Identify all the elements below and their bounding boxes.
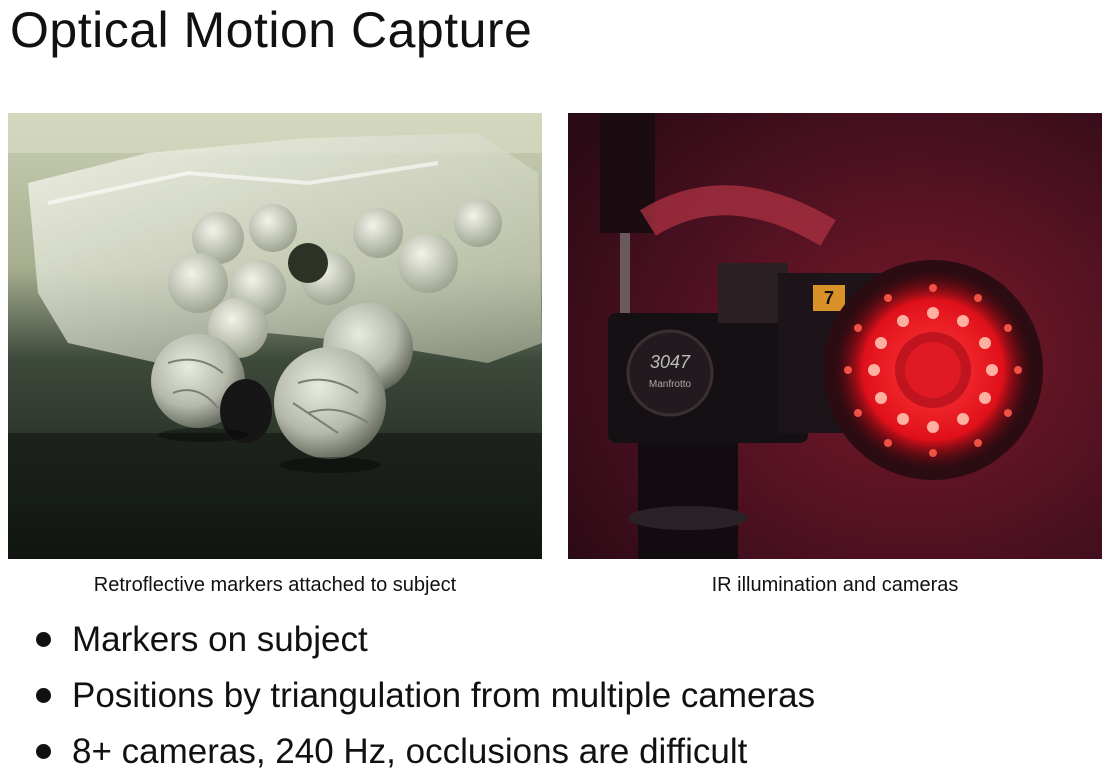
bullet-text: 8+ cameras, 240 Hz, occlusions are diffi…	[72, 732, 748, 771]
bullet-text: Positions by triangulation from multiple…	[72, 676, 816, 715]
camera-number-label: 7	[824, 288, 834, 308]
bullet-item: Markers on subject	[36, 614, 815, 670]
markers-photo-illustration	[8, 113, 542, 559]
ir-camera-photo: 3047 Manfrotto 7	[568, 113, 1102, 559]
ir-camera-caption: IR illumination and cameras	[711, 574, 959, 596]
ir-camera-photo-illustration: 3047 Manfrotto 7	[568, 113, 1102, 559]
bullet-item: 8+ cameras, 240 Hz, occlusions are diffi…	[36, 726, 815, 782]
bullet-dot-icon	[36, 744, 51, 759]
bullet-dot-icon	[36, 688, 51, 703]
bullet-item: Positions by triangulation from multiple…	[36, 670, 815, 726]
bullet-list: Markers on subject Positions by triangul…	[36, 614, 815, 782]
slide-title: Optical Motion Capture	[10, 2, 533, 58]
markers-caption: Retroflective markers attached to subjec…	[93, 574, 457, 596]
mount-brand-label: Manfrotto	[649, 379, 692, 390]
bullet-dot-icon	[36, 632, 51, 647]
bullet-text: Markers on subject	[72, 620, 368, 659]
markers-photo	[8, 113, 542, 559]
mount-model-label: 3047	[650, 352, 691, 372]
led-ring	[868, 307, 998, 433]
